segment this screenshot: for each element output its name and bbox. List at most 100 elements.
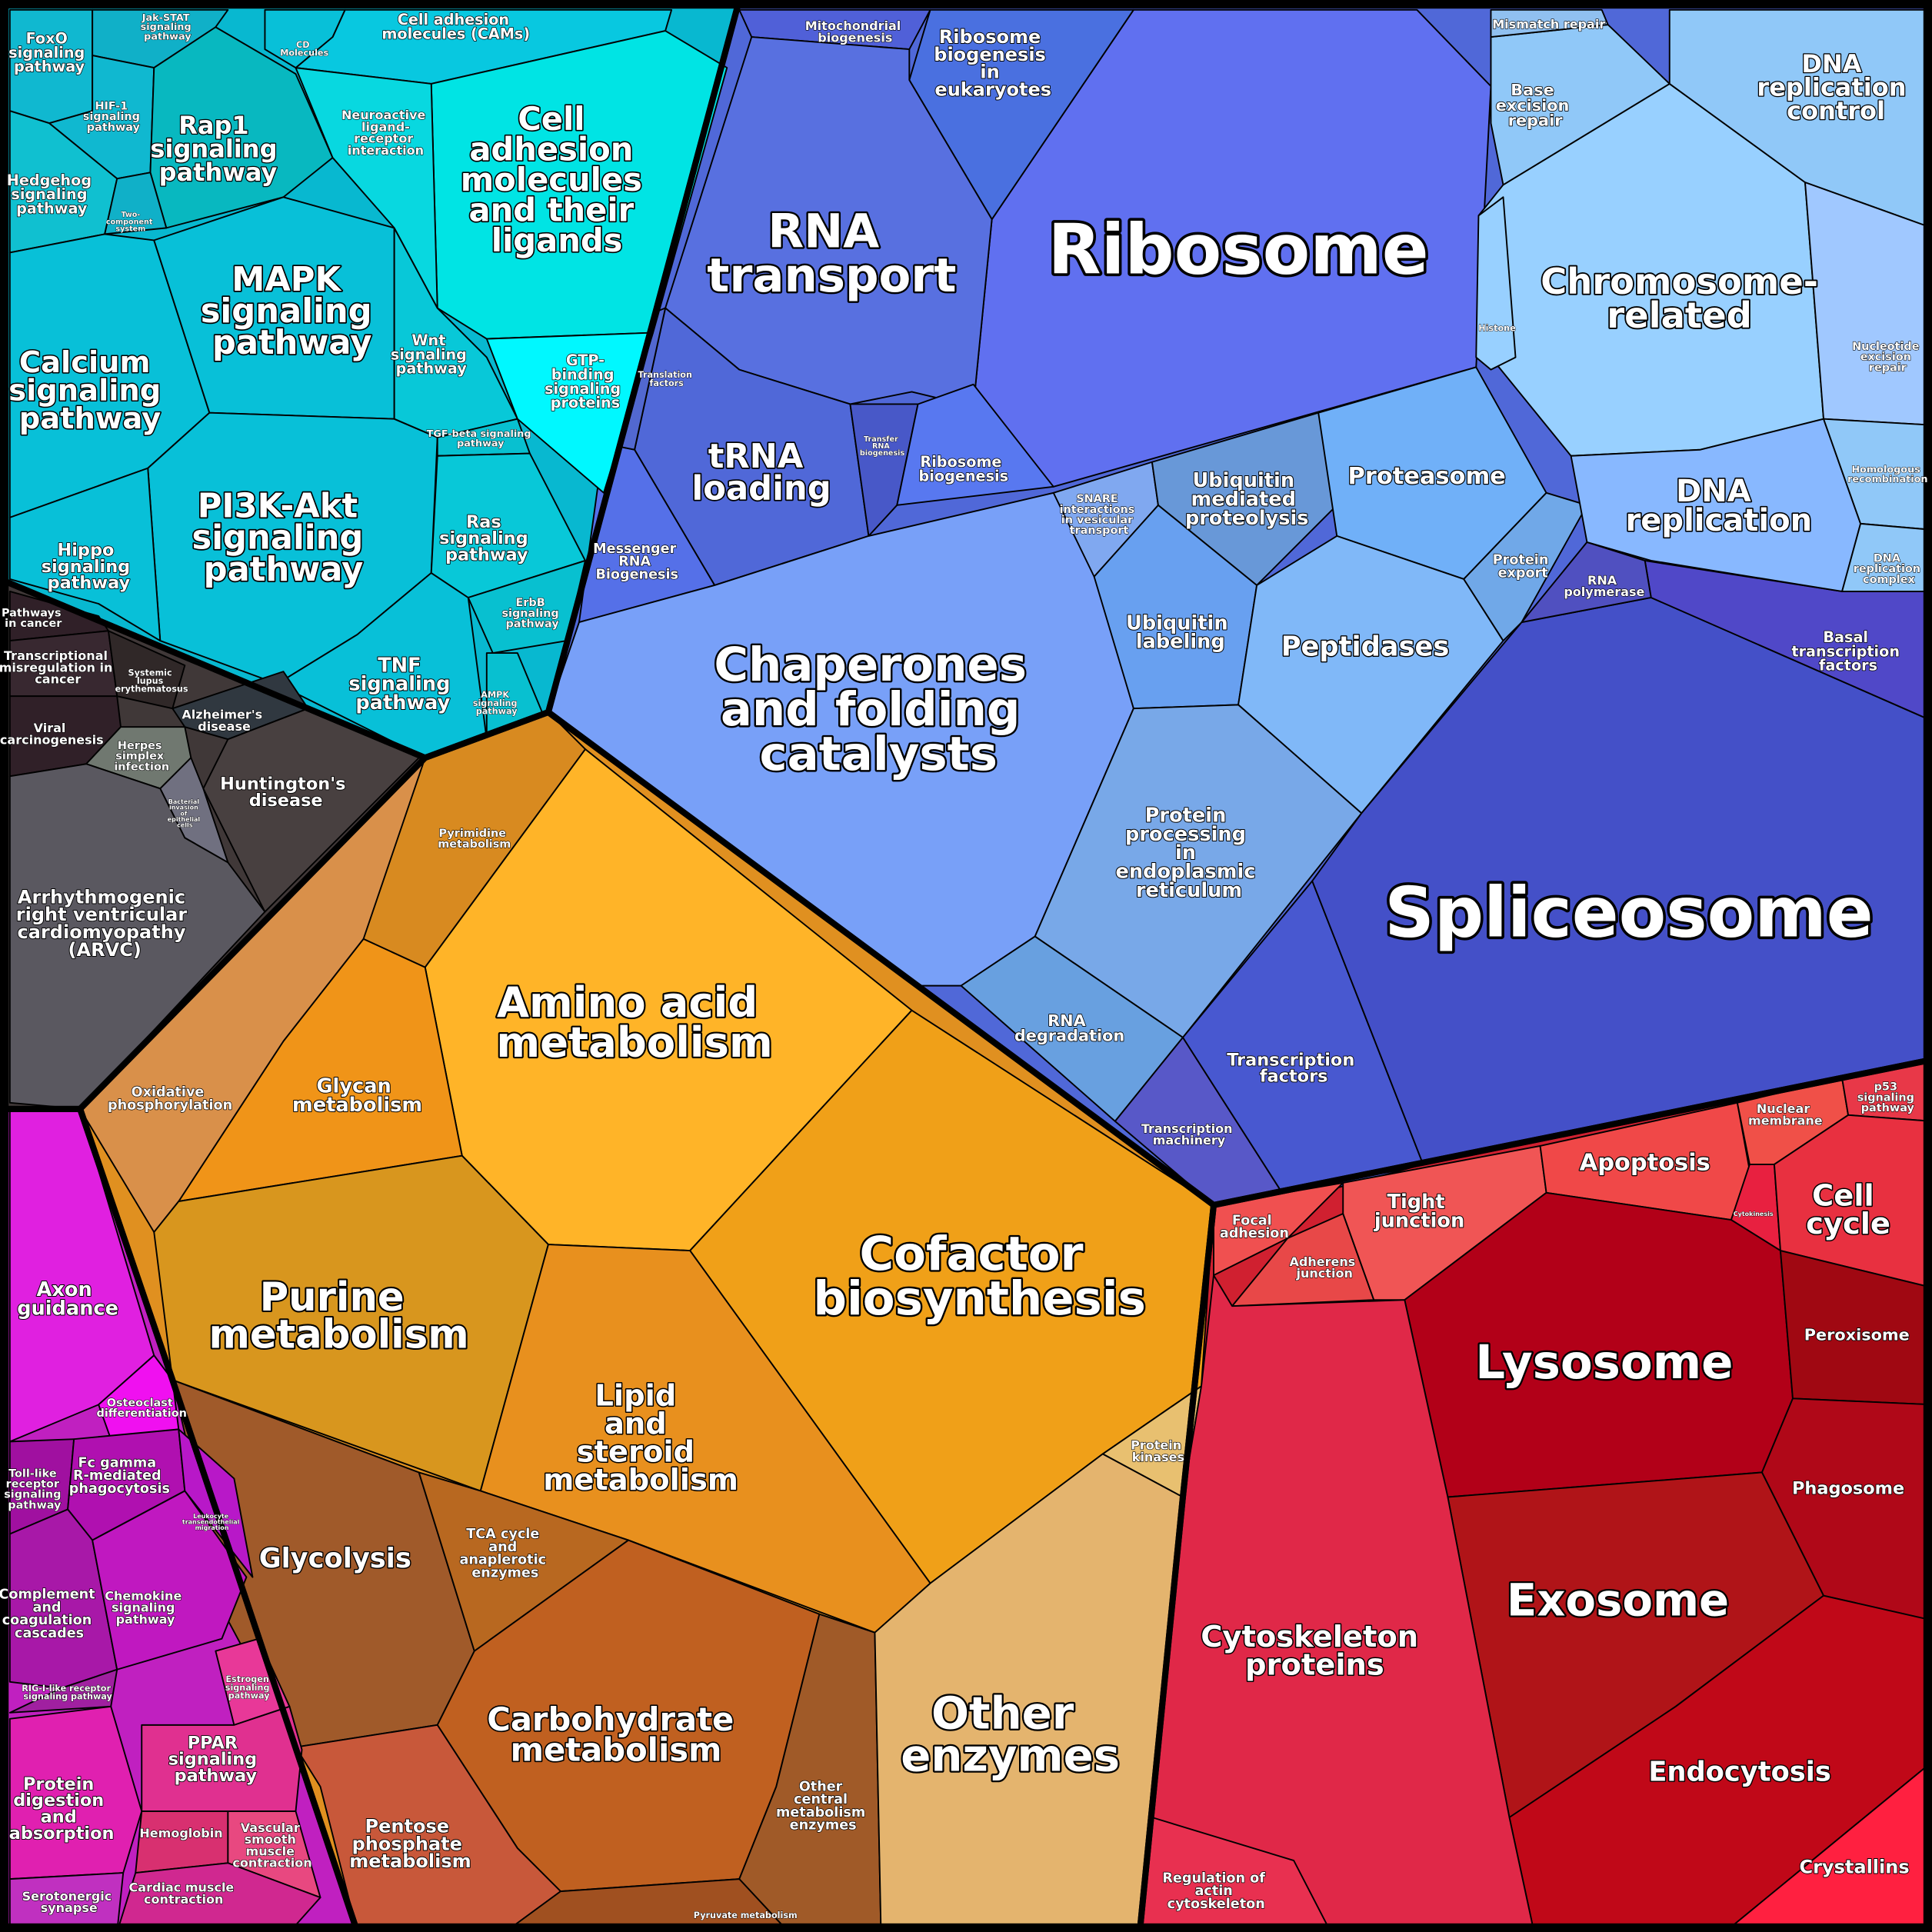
cell-label: RNA transport bbox=[707, 204, 956, 303]
cell-label: DNA replication bbox=[1626, 474, 1813, 538]
cell bbox=[1841, 522, 1932, 592]
cell-label: p53 signaling pathway bbox=[1857, 1081, 1918, 1114]
cell-label: Bacterial invasion of epithelial cells bbox=[168, 798, 202, 828]
cell-label: ErbB signaling pathway bbox=[501, 597, 562, 630]
cell bbox=[1463, 491, 1588, 642]
cell-label: Viral carcinogenesis bbox=[0, 721, 104, 747]
cell-label: Amino acid metabolism bbox=[496, 978, 772, 1067]
labels: Ribosome Ribosome biogenesis in eukaryote… bbox=[0, 10, 1928, 1921]
cell-label: Rap1 signaling pathway bbox=[150, 111, 285, 187]
cell-label: Endocytosis bbox=[1648, 1756, 1831, 1787]
cell-label: Ribosome biogenesis bbox=[919, 453, 1009, 485]
cell-label: Homologous recombination bbox=[1847, 464, 1927, 485]
cell bbox=[1773, 1114, 1932, 1289]
cell bbox=[104, 172, 168, 235]
cell-label: Peroxisome bbox=[1804, 1326, 1910, 1344]
cell-label: Transfer RNA biogenesis bbox=[860, 435, 905, 458]
cell-label: Protein kinases bbox=[1131, 1437, 1186, 1464]
cell-label: DNA replication complex bbox=[1854, 552, 1924, 585]
cell-label: Protein processing in endoplasmic reticu… bbox=[1116, 804, 1263, 902]
cell-label: AMPK signaling pathway bbox=[473, 690, 521, 716]
cell-label: tRNA loading bbox=[691, 438, 831, 508]
cell-label: Complement and coagulation cascades bbox=[0, 1587, 100, 1641]
cell-label: Systemic lupus erythematosus bbox=[115, 668, 188, 694]
cell-label: Mismatch repair bbox=[1492, 17, 1605, 32]
cell-label: Cytokinesis bbox=[1734, 1211, 1774, 1217]
cell-label: Glycolysis bbox=[259, 1543, 411, 1574]
cell-label: Other central metabolism enzymes bbox=[776, 1779, 870, 1833]
cell-label: Peptidases bbox=[1281, 631, 1450, 663]
cell-label: Transcriptional misregulation in cancer bbox=[0, 648, 117, 686]
cell bbox=[1779, 1250, 1932, 1406]
cell bbox=[1521, 541, 1652, 623]
cell-label: CD Molecules bbox=[280, 40, 328, 58]
cell-label: Chromosome-related bbox=[1541, 260, 1818, 335]
cell-label: TCA cycle and anaplerotic enzymes bbox=[459, 1527, 551, 1581]
cell-label: Cofactor biosynthesis bbox=[813, 1227, 1145, 1326]
cells bbox=[8, 8, 1932, 1932]
cell-label: SNARE interactions in vesicular transpor… bbox=[1060, 493, 1139, 537]
cell bbox=[135, 1810, 229, 1874]
cell-label: Lysosome bbox=[1475, 1335, 1733, 1390]
cell-label: PPAR signaling pathway bbox=[168, 1733, 263, 1786]
cell-label: RNA polymerase bbox=[1564, 572, 1644, 598]
cell-label: Histone bbox=[1478, 324, 1516, 334]
cell-label: Chemokine signaling pathway bbox=[105, 1588, 186, 1626]
cell-label: Ribosome biogenesis in eukaryotes bbox=[934, 26, 1052, 100]
cell-label: Hemoglobin bbox=[139, 1825, 222, 1840]
cell-label: Arrhythmogenic right ventricular cardiom… bbox=[16, 886, 194, 960]
cell-label: Protein digestion and absorption bbox=[9, 1774, 115, 1843]
cell-label: Mitochondrial biogenesis bbox=[805, 18, 905, 45]
cell bbox=[1823, 418, 1932, 531]
cell bbox=[485, 331, 655, 494]
cell bbox=[1724, 1760, 1932, 1932]
cell-label: Chaperones and folding catalysts bbox=[714, 638, 1043, 781]
cell-label: Base excision repair bbox=[1496, 81, 1575, 130]
cell-label: Ubiquitin labeling bbox=[1126, 611, 1235, 653]
cell bbox=[98, 1354, 180, 1441]
cell-label: Cell adhesion molecules (CAMs) bbox=[381, 11, 530, 42]
cell bbox=[8, 1872, 125, 1932]
cell bbox=[8, 763, 266, 1110]
cell-label: Nucleotide excision repair bbox=[1852, 341, 1923, 374]
cell bbox=[504, 1878, 790, 1932]
cell-label: Cytoskeleton proteins bbox=[1201, 1620, 1428, 1683]
cell-label: Cell cycle bbox=[1806, 1178, 1890, 1241]
cell-label: Other enzymes bbox=[901, 1687, 1120, 1781]
cell-label: Protein export bbox=[1493, 553, 1554, 581]
cell-label: Axon guidance bbox=[17, 1278, 118, 1320]
cell-label: Crystallins bbox=[1799, 1857, 1909, 1878]
cell-label: Herpes simplex infection bbox=[114, 740, 169, 773]
cell bbox=[8, 467, 162, 642]
cell-label: Basal transcription factors bbox=[1791, 628, 1904, 675]
cell-label: Tight junction bbox=[1374, 1191, 1464, 1232]
cell-label: Huntington's disease bbox=[220, 774, 351, 810]
cell-label: Regulation of actin cytoskeleton bbox=[1162, 1870, 1270, 1911]
cell-label: Oxidative phosphorylation bbox=[108, 1085, 232, 1114]
cell-label: Leukocyte transendothelial migration bbox=[182, 1512, 242, 1531]
cell-label: Translation factors bbox=[638, 370, 695, 388]
cell bbox=[1804, 182, 1932, 426]
border bbox=[1136, 1056, 1932, 1932]
cell-label: Serotonergic synapse bbox=[22, 1888, 116, 1914]
cell-label: Calcium signaling pathway bbox=[8, 345, 171, 435]
cell-label: TNF signaling pathway bbox=[348, 654, 457, 715]
cell-label: TGF-beta signaling pathway bbox=[427, 428, 535, 449]
cell-label: Two-component system bbox=[106, 211, 155, 233]
cell-label: Fc gamma R-mediated phagocytosis bbox=[69, 1456, 170, 1497]
cell-label: Hippo signaling pathway bbox=[42, 540, 136, 593]
cell bbox=[295, 67, 438, 309]
cell bbox=[116, 1862, 321, 1932]
cell-label: Jak-STAT signaling pathway bbox=[141, 12, 195, 42]
cell bbox=[202, 708, 420, 913]
cell-label: Messenger RNA Biogenesis bbox=[593, 541, 681, 582]
cell bbox=[1034, 704, 1363, 1038]
cell-label: Glycan metabolism bbox=[292, 1075, 422, 1117]
cell-label: Ras signaling pathway bbox=[439, 511, 534, 565]
cell-label: Purine metabolism bbox=[208, 1274, 468, 1358]
cell-label: GTP-binding signaling proteins bbox=[545, 351, 626, 411]
cell bbox=[8, 1705, 143, 1880]
cell-label: Spliceosome bbox=[1384, 874, 1873, 954]
